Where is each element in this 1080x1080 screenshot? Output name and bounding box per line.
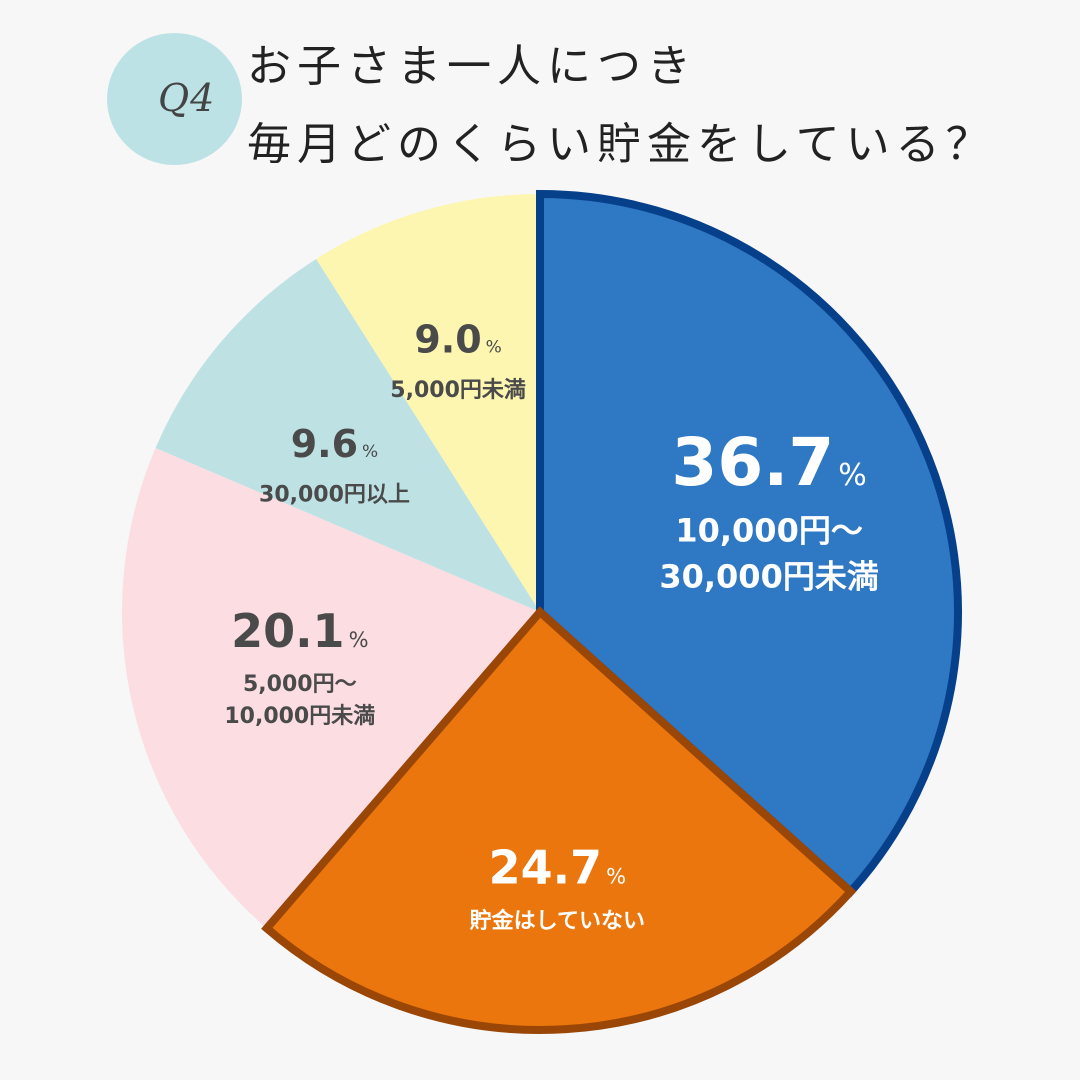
- slice-percentage: 9.6%: [291, 422, 378, 466]
- title-line-2: 毎月どのくらい貯金をしている？: [247, 119, 996, 170]
- slice-value: 9.6: [291, 422, 358, 466]
- slice-category-label: 10,000円〜: [675, 511, 863, 549]
- slice-category-label: 30,000円以上: [259, 482, 410, 507]
- slice-unit: %: [349, 628, 369, 652]
- slice-unit: %: [486, 337, 502, 357]
- slice-category-label: 5,000円〜: [243, 672, 357, 697]
- question-badge: [107, 33, 242, 165]
- title-line-1: お子さま一人につき: [247, 41, 697, 92]
- slice-category-label: 30,000円未満: [659, 558, 879, 596]
- chart-header: Q4 お子さま一人につき 毎月どのくらい貯金をしている？: [0, 0, 1080, 190]
- slice-percentage: 9.0%: [414, 317, 501, 361]
- slice-value: 9.0: [414, 317, 481, 361]
- pie-slice: [122, 447, 541, 929]
- slice-unit: %: [838, 458, 867, 493]
- slice-value: 24.7: [489, 840, 603, 894]
- slice-unit: %: [606, 864, 626, 888]
- slice-category-label: 5,000円未満: [390, 377, 526, 403]
- question-number: Q4: [158, 76, 216, 120]
- slice-category-label: 貯金はしていない: [470, 908, 645, 934]
- slice-unit: %: [362, 442, 378, 462]
- slice-value: 36.7: [671, 424, 834, 501]
- pie-slice: [536, 189, 962, 898]
- pie-slice: [155, 258, 540, 612]
- pie-slice: [316, 194, 540, 612]
- slice-category-label: 10,000円未満: [224, 703, 375, 729]
- slice-percentage: 36.7%: [671, 424, 866, 501]
- pie-slice: [261, 606, 857, 1034]
- slice-value: 20.1: [231, 604, 345, 658]
- slice-percentage: 20.1%: [231, 604, 368, 658]
- slice-percentage: 24.7%: [489, 840, 626, 894]
